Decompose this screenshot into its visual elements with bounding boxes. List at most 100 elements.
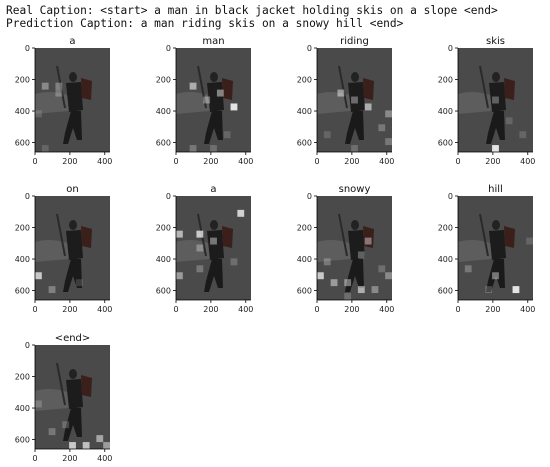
attention-cell [526,237,533,245]
skier-legs [204,111,223,144]
skier-head [69,220,77,230]
y-tick-label: 200 [156,76,171,85]
x-tick-label: 200 [485,305,500,314]
skier-legs [486,111,505,144]
y-tick-label: 400 [297,255,312,264]
attention-cell [364,237,372,245]
x-tick-label: 0 [173,157,178,166]
skier-backpack [81,226,92,248]
skier-head [69,72,77,82]
attention-cell [344,293,352,300]
skier-legs [63,408,82,441]
attention-image [458,196,533,300]
attention-cell [337,89,345,97]
attention-cell [55,89,63,97]
panel-word-title: riding [340,36,369,47]
attention-cell [364,103,372,111]
x-tick-label: 400 [379,305,394,314]
panel-word-title: <end> [55,333,91,344]
attention-cell [230,103,238,111]
x-tick-label: 200 [62,454,77,463]
y-tick-label: 0 [166,192,171,201]
y-tick-label: 200 [15,373,30,382]
attention-cell [103,442,110,449]
attention-image [176,48,251,152]
y-tick-label: 200 [438,224,453,233]
skier-backpack [222,78,233,100]
x-tick-label: 0 [455,305,460,314]
y-tick-label: 600 [156,139,171,148]
skier-legs [63,259,82,292]
attention-cell [378,265,386,273]
attention-cell [110,55,117,62]
x-tick-label: 0 [314,157,319,166]
attention-cell [48,286,56,294]
x-tick-label: 200 [485,157,500,166]
skis-on-shoulder [56,65,66,109]
attention-cell [196,230,204,238]
skier-jacket [348,82,365,112]
skier-head [210,220,218,230]
attention-cell [385,110,392,118]
y-tick-label: 0 [307,44,312,53]
skier-head [492,72,500,82]
skier-head [351,72,359,82]
attention-cell [48,428,56,436]
attention-cell [216,89,224,97]
skier-jacket [489,82,506,112]
y-tick-label: 600 [297,139,312,148]
y-tick-label: 400 [438,255,453,264]
y-tick-label: 200 [297,76,312,85]
x-tick-label: 200 [344,157,359,166]
prediction-caption: Prediction Caption: a man riding skis on… [6,17,404,30]
attention-cell [203,96,211,104]
skier-backpack [81,375,92,397]
attention-cell [35,110,42,118]
y-tick-label: 0 [448,44,453,53]
skier-head [492,220,500,230]
attention-cell [196,244,204,252]
y-tick-label: 400 [297,107,312,116]
attention-cell [189,82,197,90]
skier-backpack [504,78,515,100]
skier-jacket [207,230,224,260]
y-tick-label: 400 [438,107,453,116]
x-tick-label: 0 [32,305,37,314]
attention-cell [519,131,527,139]
y-tick-label: 400 [156,107,171,116]
y-tick-label: 600 [15,287,30,296]
attention-cell [505,117,513,125]
attention-cell [378,124,386,132]
attention-cell [41,145,49,152]
attention-cell [35,400,42,408]
attention-cell [210,145,217,152]
skier-jacket [66,230,83,260]
x-tick-label: 200 [344,305,359,314]
attention-cell [492,272,499,280]
x-tick-label: 400 [97,454,112,463]
attention-image [35,345,110,449]
x-tick-label: 400 [520,157,535,166]
y-tick-label: 400 [156,255,171,264]
y-tick-label: 200 [15,76,30,85]
panel-word-title: a [69,36,75,47]
attention-cell [323,258,331,266]
attention-cell [357,251,365,259]
attention-image [35,196,110,300]
attention-cell [237,209,245,217]
x-tick-label: 400 [97,305,112,314]
skier-legs [486,259,505,292]
y-tick-label: 200 [15,224,30,233]
skier-backpack [222,226,233,248]
y-tick-label: 600 [438,287,453,296]
y-tick-label: 0 [25,44,30,53]
y-tick-label: 200 [438,76,453,85]
y-tick-label: 400 [15,404,30,413]
skis-on-shoulder [479,65,489,109]
